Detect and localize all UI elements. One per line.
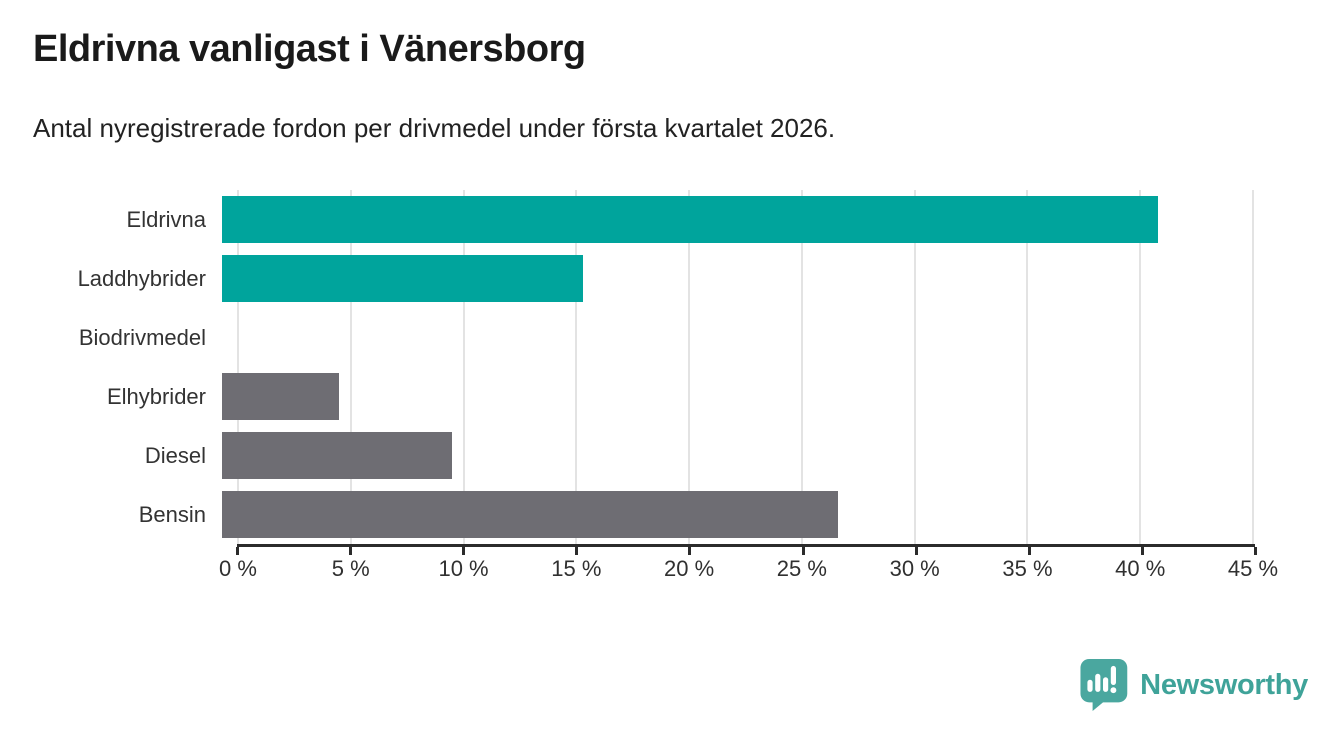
gridline (1139, 190, 1142, 544)
bar-track (222, 314, 1237, 361)
bar-row: Biodrivmedel (0, 308, 1340, 367)
axis-tick-label: 40 % (1115, 556, 1166, 581)
axis-tick-label: 30 % (889, 556, 940, 581)
x-axis-labels: 0 % 5 % 10 % 15 % 20 % 25 % 30 % 35 % 40 % 45 % (219, 556, 1278, 588)
bar-row: Laddhybrider (0, 249, 1340, 308)
category-label: Eldrivna (126, 206, 206, 232)
axis-tick (688, 547, 692, 555)
bar (222, 373, 340, 420)
plot-area (237, 190, 1254, 544)
axis-tick (1140, 547, 1144, 555)
gridline (688, 190, 691, 544)
axis-tick (1027, 547, 1031, 555)
gridline (1026, 190, 1029, 544)
bar-track (222, 491, 1237, 538)
x-axis-line (236, 544, 1257, 555)
gridline (575, 190, 578, 544)
axis-tick-label: 15 % (551, 556, 602, 581)
brand-name: Newsworthy (1140, 668, 1308, 701)
axis-tick (801, 547, 805, 555)
axis-tick (914, 547, 918, 555)
bar-row: Elhybrider (0, 367, 1340, 426)
axis-tick (462, 547, 466, 555)
bar-track (222, 373, 1237, 420)
bar-track (222, 196, 1237, 243)
chart-title: Eldrivna vanligast i Vänersborg (33, 28, 586, 70)
axis-tick-label: 0 % (219, 556, 257, 581)
axis-tick (1254, 547, 1257, 555)
axis-tick (236, 547, 239, 555)
chart-subtitle: Antal nyregistrerade fordon per drivmede… (33, 113, 836, 143)
category-label: Elhybrider (106, 383, 206, 409)
bar-row: Diesel (0, 426, 1340, 485)
bar (222, 432, 453, 479)
bar (222, 255, 583, 302)
category-label: Bensin (138, 501, 206, 527)
bar-row: Bensin (0, 485, 1340, 544)
gridline (1252, 190, 1254, 544)
bar-track (222, 432, 1237, 479)
bar-track (222, 255, 1237, 302)
category-label: Laddhybrider (77, 265, 206, 291)
brand-lockup: Newsworthy (1077, 657, 1308, 713)
axis-tick-label: 25 % (776, 556, 827, 581)
bar (222, 491, 838, 538)
axis-tick-label: 35 % (1002, 556, 1053, 581)
axis-tick (575, 547, 579, 555)
category-label: Biodrivmedel (78, 324, 206, 350)
bar-chart-speech-bubble-icon (1080, 659, 1128, 711)
axis-tick-label: 20 % (664, 556, 715, 581)
axis-tick (349, 547, 353, 555)
axis-tick-label: 45 % (1227, 556, 1279, 581)
bar (222, 196, 1159, 243)
gridline (462, 190, 465, 544)
gridline (800, 190, 803, 544)
gridline (237, 190, 239, 544)
axis-tick-label: 5 % (331, 556, 370, 581)
bar-row: Eldrivna (0, 190, 1340, 249)
gridline (349, 190, 352, 544)
bar-rows: Eldrivna Laddhybrider Biodrivmedel Elhybrid… (0, 190, 1340, 544)
category-label: Diesel (144, 442, 206, 468)
gridline (913, 190, 916, 544)
axis-tick-label: 10 % (438, 556, 489, 581)
